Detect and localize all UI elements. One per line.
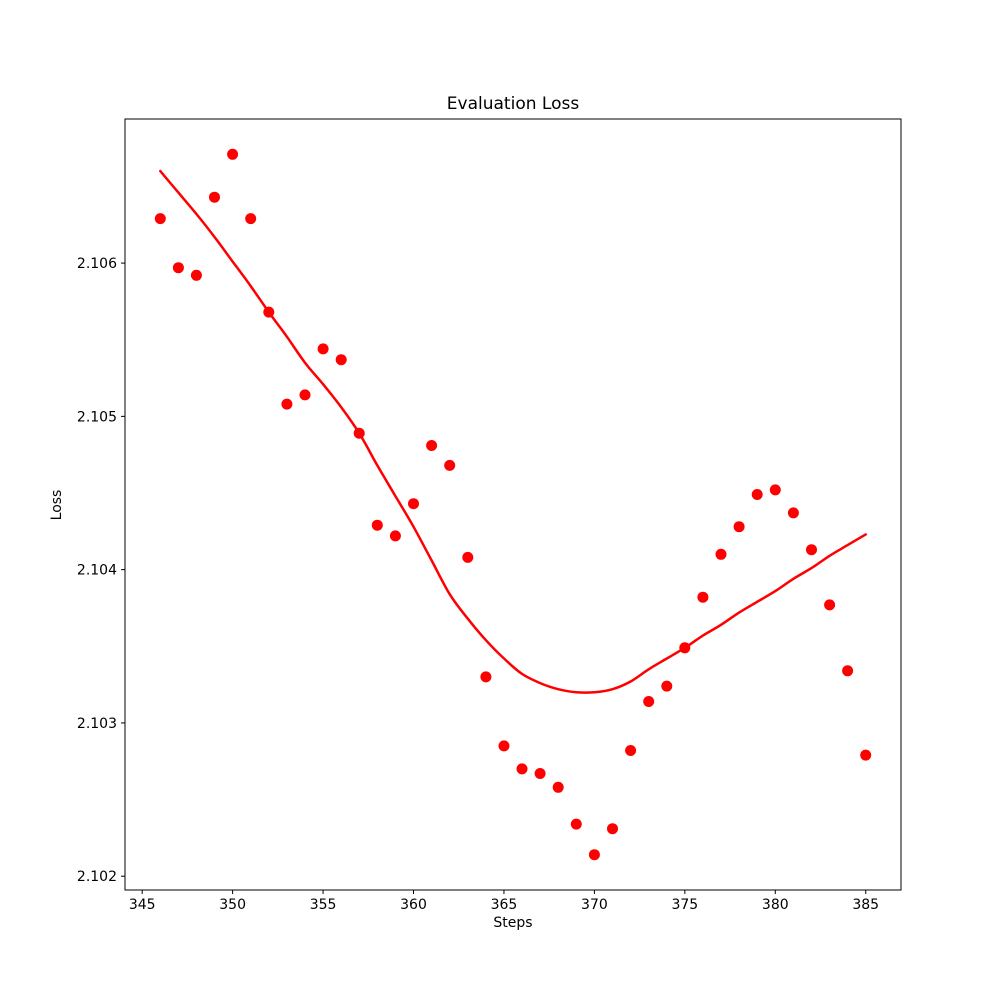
evaluation-loss-point	[299, 389, 311, 401]
evaluation-loss-point	[661, 680, 673, 692]
x-tick-label: 375	[671, 897, 698, 913]
evaluation-loss-point	[607, 823, 618, 835]
chart-title: Evaluation Loss	[446, 94, 580, 114]
evaluation-loss-point	[860, 749, 872, 761]
evaluation-loss-point	[281, 398, 293, 410]
evaluation-loss-point	[190, 269, 202, 281]
x-tick-label: 365	[491, 897, 518, 913]
y-axis-label: Loss	[49, 489, 65, 521]
evaluation-loss-point	[842, 665, 854, 677]
y-tick-label: 2.105	[77, 409, 117, 425]
evaluation-loss-point	[389, 530, 401, 542]
y-tick-label: 2.102	[77, 869, 117, 885]
evaluation-loss-point	[462, 551, 474, 563]
smoothed-trend-line	[159, 169, 867, 694]
evaluation-loss-point	[715, 548, 727, 560]
evaluation-loss-point	[227, 148, 239, 160]
evaluation-loss-point	[787, 507, 799, 519]
evaluation-loss-point	[353, 427, 365, 439]
evaluation-loss-point	[172, 262, 184, 274]
evaluation-loss-point	[371, 519, 383, 531]
x-tick-label: 385	[852, 897, 879, 913]
evaluation-loss-point	[588, 849, 600, 861]
evaluation-loss-point	[154, 213, 166, 225]
evaluation-loss-point	[516, 763, 528, 775]
x-tick-label: 350	[219, 897, 246, 913]
evaluation-loss-point	[335, 354, 347, 366]
evaluation-loss-point	[625, 745, 637, 756]
x-tick-label: 360	[400, 897, 427, 913]
x-tick-label: 355	[310, 897, 337, 913]
evaluation-loss-point	[534, 768, 546, 779]
evaluation-loss-point	[498, 740, 510, 752]
evaluation-loss-point	[552, 781, 564, 793]
evaluation-loss-point	[570, 818, 582, 830]
evaluation-loss-point	[679, 642, 691, 654]
x-axis-label: Steps	[493, 915, 533, 931]
evaluation-loss-point	[408, 498, 419, 510]
evaluation-loss-point	[806, 544, 817, 556]
evaluation-loss-point	[245, 213, 257, 225]
evaluation-loss-point	[824, 599, 836, 611]
evaluation-loss-point	[444, 459, 456, 471]
evaluation-loss-point	[263, 306, 275, 318]
evaluation-loss-point	[480, 671, 492, 683]
x-tick-label: 370	[581, 897, 608, 913]
x-tick-label: 345	[129, 897, 156, 913]
y-tick-label: 2.106	[77, 256, 117, 272]
evaluation-loss-point	[209, 191, 220, 203]
evaluation-loss-point	[769, 484, 781, 496]
evaluation-loss-point	[697, 591, 709, 603]
evaluation-loss-point	[751, 489, 763, 500]
evaluation-loss-point	[733, 521, 745, 533]
evaluation-loss-point	[317, 343, 329, 355]
x-tick-label: 380	[762, 897, 789, 913]
y-tick-label: 2.103	[77, 716, 117, 732]
y-tick-label: 2.104	[77, 563, 117, 579]
evaluation-loss-point	[643, 696, 655, 707]
evaluation-loss-point	[426, 440, 438, 451]
plot-frame	[124, 118, 902, 891]
